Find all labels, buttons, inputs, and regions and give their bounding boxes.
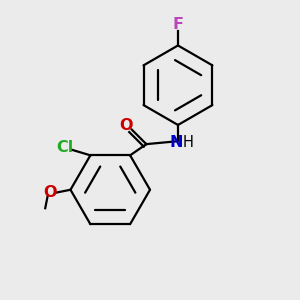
Text: N: N	[170, 135, 183, 150]
Text: O: O	[43, 185, 57, 200]
Text: H: H	[182, 135, 193, 150]
Text: F: F	[172, 17, 184, 32]
Text: O: O	[120, 118, 133, 133]
Text: Cl: Cl	[56, 140, 73, 155]
